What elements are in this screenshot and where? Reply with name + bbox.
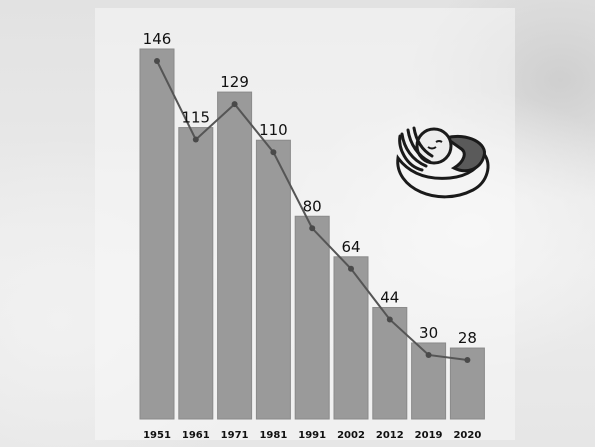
x-tick-2020: 2020 [453,430,481,441]
line-point-2019 [425,351,432,358]
x-tick-2019: 2019 [415,430,443,441]
value-label-1961: 115 [181,109,210,127]
line-point-1991 [309,225,316,232]
bar-1961 [178,127,214,420]
x-tick-1981: 1981 [259,430,287,441]
value-label-1991: 80 [303,197,322,215]
x-tick-1991: 1991 [298,430,326,441]
x-tick-1961: 1961 [182,430,210,441]
value-label-1951: 146 [143,30,172,48]
baby-in-hands-icon [396,126,490,199]
x-tick-labels-group: 1951 1961 1971 1981 1991 2002 2012 2019 2020 [143,430,481,441]
bar-1951 [139,48,175,420]
value-label-2019: 30 [419,324,438,342]
x-tick-1951: 1951 [143,430,171,441]
bar-1981 [255,139,291,420]
x-tick-2012: 2012 [376,430,404,441]
value-label-1971: 129 [220,73,249,91]
bar-1971 [217,91,253,420]
value-label-2002: 64 [341,238,360,256]
line-point-1971 [231,101,238,108]
value-label-1981: 110 [259,121,288,139]
x-tick-2002: 2002 [337,430,365,441]
bar-2012 [372,306,408,420]
bar-2002 [333,256,369,420]
line-point-1961 [192,136,199,143]
line-point-1951 [154,58,160,64]
value-label-2012: 44 [380,288,399,306]
line-point-2002 [348,265,354,272]
line-point-2012 [386,316,393,323]
x-tick-1971: 1971 [221,430,249,441]
value-labels-group: 146 115 129 110 80 64 44 30 28 [143,30,477,347]
value-label-2020: 28 [458,329,477,347]
trend-line-group [154,58,471,364]
line-point-2020 [464,357,471,364]
bar-1991 [294,215,330,420]
line-point-1981 [270,149,277,156]
bars-group [139,48,485,420]
